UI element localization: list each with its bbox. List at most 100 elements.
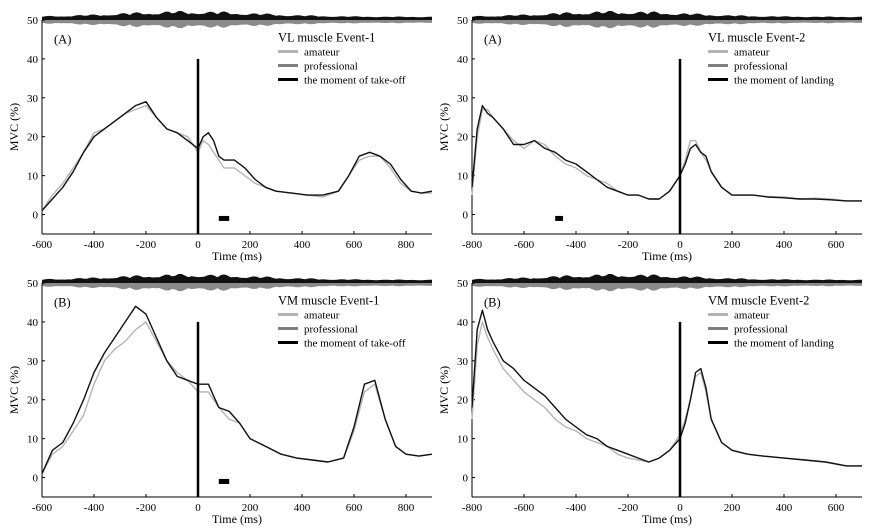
x-tick-label: 200 (724, 239, 741, 251)
panel-vl-event-1: 0 10 20 30 40 50 -600 -400 -200 0 200 400 600 800 Time… (7, 11, 433, 263)
y-tick-label: 30 (457, 356, 469, 368)
legend-label: amateur (304, 46, 340, 58)
legend-label: the moment of take-off (304, 74, 406, 86)
panel-letter: (B) (484, 295, 501, 309)
y-tick-label: 10 (457, 171, 469, 183)
y-tick-label: 50 (457, 278, 469, 290)
panel-letter: (B) (54, 295, 71, 309)
x-tick-label: -600 (32, 239, 53, 251)
y-tick-label: 10 (27, 434, 39, 446)
x-tick-label: 400 (294, 239, 311, 251)
panel-title: VM muscle Event-1 (278, 293, 379, 307)
x-tick-label: 600 (346, 239, 363, 251)
legend-label: professional (734, 60, 788, 72)
x-tick-label: 600 (828, 239, 845, 251)
series-line-professional (41, 101, 433, 212)
x-axis-label: Time (ms) (212, 512, 262, 526)
panel-letter: (A) (54, 32, 71, 46)
panel-vl-event-2: 0 10 20 30 40 50 -800 -600 -400 -200 0 200 400 600 Tim… (437, 11, 862, 263)
panel-title: VL muscle Event-2 (708, 30, 805, 44)
y-tick-label: 50 (27, 15, 39, 27)
x-tick-label: -800 (462, 239, 483, 251)
y-axis-label: MVC (%) (437, 366, 451, 414)
x-tick-label: -200 (618, 502, 639, 514)
y-tick-label: 20 (457, 395, 469, 407)
emg-envelope-top (42, 274, 432, 283)
y-tick-label: 50 (457, 15, 469, 27)
y-tick-label: 10 (27, 171, 39, 183)
legend-label: the moment of take-off (304, 337, 406, 349)
x-tick-label: 800 (398, 239, 415, 251)
y-tick-label: 40 (27, 317, 39, 329)
x-tick-label: 200 (724, 502, 741, 514)
x-tick-label: 400 (294, 502, 311, 514)
x-tick-label: -200 (136, 239, 157, 251)
legend-label: professional (304, 60, 358, 72)
legend-label: amateur (734, 46, 770, 58)
legend-label: amateur (304, 309, 340, 321)
x-tick-label: -600 (32, 502, 53, 514)
y-tick-label: 30 (27, 93, 39, 105)
y-tick-label: 20 (27, 395, 39, 407)
y-tick-label: 0 (33, 210, 39, 222)
legend-label: professional (734, 323, 788, 335)
panel-letter: (A) (484, 32, 501, 46)
x-tick-label: -800 (462, 502, 483, 514)
y-tick-label: 50 (27, 278, 39, 290)
x-tick-label: -400 (84, 502, 105, 514)
y-tick-label: 0 (463, 210, 469, 222)
x-tick-label: 600 (346, 502, 363, 514)
panel-vm-event-2: 0 10 20 30 40 50 -800 -600 -400 -200 0 200 400 600 Tim… (437, 274, 862, 526)
series-line-professional (471, 309, 862, 467)
y-tick-label: 40 (27, 54, 39, 66)
panel-title: VM muscle Event-2 (708, 293, 809, 307)
x-tick-label: -600 (514, 239, 535, 251)
legend-label: professional (304, 323, 358, 335)
y-tick-label: 40 (457, 317, 469, 329)
y-tick-label: 30 (27, 356, 39, 368)
y-tick-label: 30 (457, 93, 469, 105)
y-tick-label: 0 (463, 473, 469, 485)
x-tick-label: -400 (566, 239, 587, 251)
y-tick-label: 10 (457, 434, 469, 446)
x-tick-label: -400 (566, 502, 587, 514)
panel-vm-event-1: 0 10 20 30 40 50 -600 -400 -200 0 200 400 600 800 Time… (7, 274, 433, 526)
x-tick-label: 0 (677, 239, 683, 251)
series-line-amateur (41, 104, 432, 212)
y-tick-label: 20 (457, 132, 469, 144)
y-tick-label: 40 (457, 54, 469, 66)
x-tick-label: 0 (195, 239, 201, 251)
x-tick-label: -600 (514, 502, 535, 514)
y-axis-label: MVC (%) (437, 103, 451, 151)
emg-envelope-bottom (42, 20, 432, 29)
legend-label: the moment of landing (734, 337, 834, 349)
emg-envelope-bottom (472, 283, 862, 292)
series-line-professional (471, 104, 862, 202)
significance-marker (218, 478, 230, 484)
x-axis-label: Time (ms) (642, 249, 692, 263)
y-tick-label: 20 (27, 132, 39, 144)
emg-envelope-top (472, 274, 862, 283)
x-axis-label: Time (ms) (212, 249, 262, 263)
significance-marker (218, 215, 230, 221)
legend-label: amateur (734, 309, 770, 321)
x-tick-label: 200 (242, 239, 259, 251)
x-tick-label: 400 (776, 502, 793, 514)
series-line-amateur (471, 108, 862, 202)
series-line-professional (41, 305, 433, 474)
x-tick-label: -200 (136, 502, 157, 514)
significance-marker (555, 215, 563, 221)
x-tick-label: -200 (618, 239, 639, 251)
x-tick-label: 800 (398, 502, 415, 514)
emg-envelope-top (42, 11, 432, 20)
y-axis-label: MVC (%) (7, 103, 21, 151)
emg-envelope-top (472, 11, 862, 20)
x-tick-label: 600 (828, 502, 845, 514)
emg-envelope-bottom (42, 283, 432, 292)
x-tick-label: -400 (84, 239, 105, 251)
x-tick-label: 0 (677, 502, 683, 514)
x-tick-label: 400 (776, 239, 793, 251)
legend-label: the moment of landing (734, 74, 834, 86)
x-tick-label: 0 (195, 502, 201, 514)
